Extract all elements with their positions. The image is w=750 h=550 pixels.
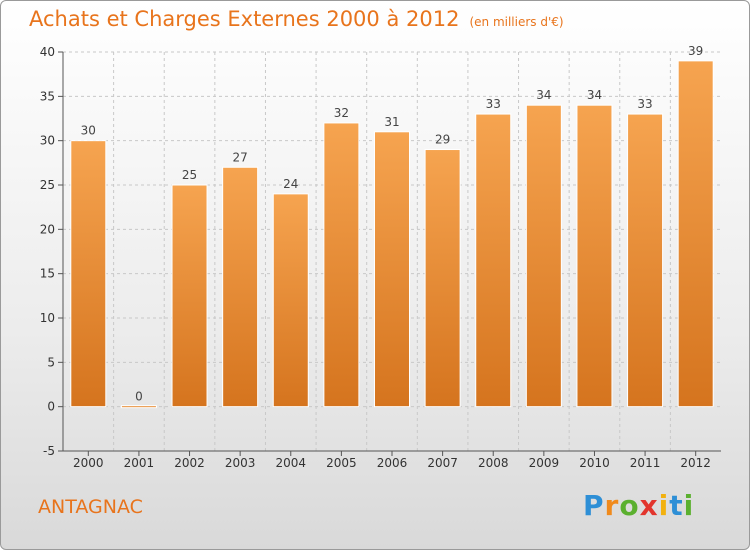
bar [272,193,309,408]
y-tick-label: 10 [40,311,55,325]
x-tick-label: 2000 [73,456,104,470]
bar [576,104,613,408]
bar-value-label: 32 [334,106,349,120]
bar-value-label: 25 [182,168,197,182]
bar [424,149,461,408]
logo-letter: i [658,489,670,522]
logo-letter: o [619,489,640,522]
bar [374,131,410,408]
bar [525,104,562,408]
y-tick-label: 15 [40,267,55,281]
logo-letter: r [604,489,620,522]
y-tick-label: 40 [40,45,55,59]
x-tick-label: 2003 [225,456,256,470]
x-tick-label: 2012 [680,456,711,470]
x-tick-label: 2001 [124,456,155,470]
logo-letter: t [669,489,684,522]
bar-value-label: 33 [637,97,652,111]
commune-name: ANTAGNAC [38,496,143,518]
x-tick-label: 2011 [630,456,661,470]
bar [171,184,208,408]
y-tick-label: 0 [47,400,55,414]
y-tick-label: 5 [47,355,55,369]
chart-unit: (en milliers d'€) [469,15,564,29]
bar-value-label: 24 [283,177,298,191]
y-tick-label: 25 [40,178,55,192]
proxiti-logo: Proxiti [583,489,694,522]
bar [120,405,157,409]
bar [677,60,714,408]
chart-title: Achats et Charges Externes 2000 à 2012 (e… [29,7,564,31]
bar-value-label: 0 [135,390,143,404]
x-tick-label: 2002 [174,456,205,470]
x-tick-label: 2005 [326,456,357,470]
logo-letter: i [683,489,695,522]
y-tick-label: 35 [40,89,55,103]
bar [222,166,259,408]
bar-value-label: 30 [81,124,96,138]
bar-value-label: 29 [435,133,450,147]
bar [323,122,360,408]
logo-letter: P [583,489,605,522]
bar-value-label: 39 [688,44,703,58]
bar-value-label: 31 [384,115,399,129]
x-tick-label: 2008 [478,456,509,470]
y-tick-label: 20 [40,222,55,236]
x-tick-label: 2007 [427,456,458,470]
bar-value-label: 34 [587,88,602,102]
y-tick-label: -5 [43,444,55,458]
x-tick-label: 2004 [275,456,306,470]
x-tick-label: 2006 [377,456,408,470]
bar [627,113,664,408]
x-tick-label: 2009 [529,456,560,470]
bar [475,113,512,408]
x-tick-label: 2010 [579,456,610,470]
bar-value-label: 33 [486,97,501,111]
bar [70,140,107,408]
bar-value-label: 27 [233,150,248,164]
chart-title-text: Achats et Charges Externes 2000 à 2012 [29,7,460,31]
y-tick-label: 30 [40,134,55,148]
bar-value-label: 34 [536,88,551,102]
logo-letter: x [639,489,659,522]
